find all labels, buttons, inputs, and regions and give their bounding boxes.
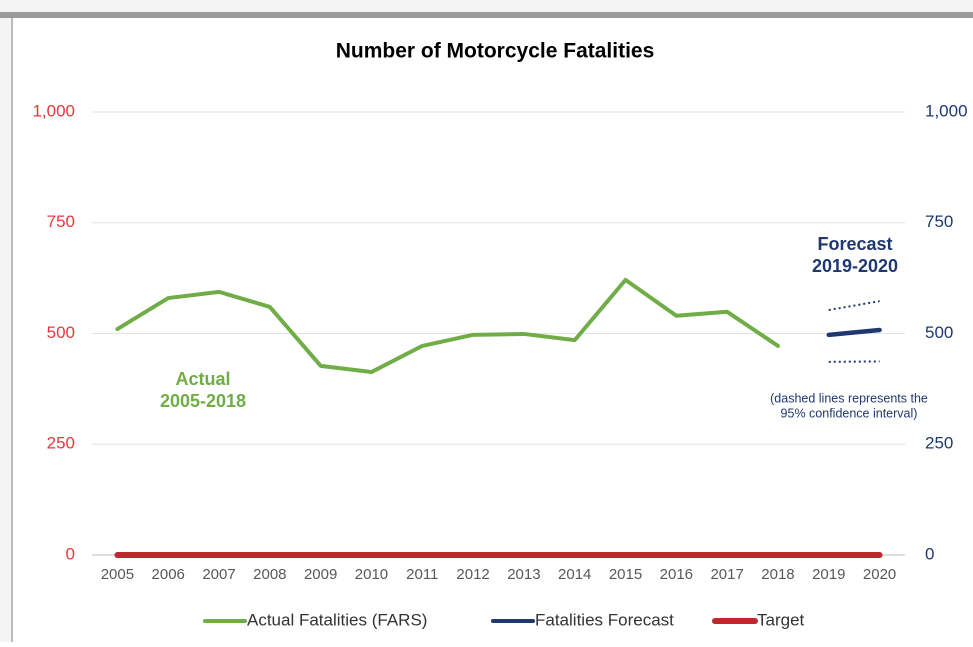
legend-label: Actual Fatalities (FARS) [247,610,427,629]
x-tick-label: 2006 [152,566,185,583]
y-tick-label: 1,000 [32,101,75,120]
annotation: Forecast [817,234,892,254]
x-tick-label: 2007 [202,566,235,583]
x-tick-label: 2005 [101,566,134,583]
chart-title: Number of Motorcycle Fatalities [336,40,655,63]
y-tick-label: 750 [47,212,75,231]
y-tick-label: 250 [47,434,75,453]
y2-tick-label: 1,000 [925,101,968,120]
x-tick-label: 2013 [507,566,540,583]
annotation: 2005-2018 [160,391,246,411]
legend-label: Target [757,610,805,629]
x-tick-label: 2009 [304,566,337,583]
x-tick-label: 2011 [406,566,438,583]
top-shadow [0,12,973,18]
x-tick-label: 2008 [253,566,286,583]
x-tick-label: 2018 [761,566,794,583]
x-tick-label: 2015 [609,566,642,583]
y2-tick-label: 250 [925,434,953,453]
annotation: Actual [175,369,230,389]
x-tick-label: 2017 [710,566,743,583]
x-tick-label: 2019 [812,566,845,583]
y-tick-label: 0 [66,544,75,563]
x-tick-label: 2016 [660,566,693,583]
annotation: (dashed lines represents the [770,391,928,405]
y2-tick-label: 750 [925,212,953,231]
y-tick-label: 500 [47,323,75,342]
annotation: 95% confidence interval) [781,406,918,420]
y2-tick-label: 0 [925,544,934,563]
x-tick-label: 2020 [863,566,896,583]
x-tick-label: 2010 [355,566,388,583]
x-tick-label: 2012 [456,566,489,583]
annotation: 2019-2020 [812,256,898,276]
x-tick-label: 2014 [558,566,591,583]
y2-tick-label: 500 [925,323,953,342]
legend-label: Fatalities Forecast [535,610,674,629]
